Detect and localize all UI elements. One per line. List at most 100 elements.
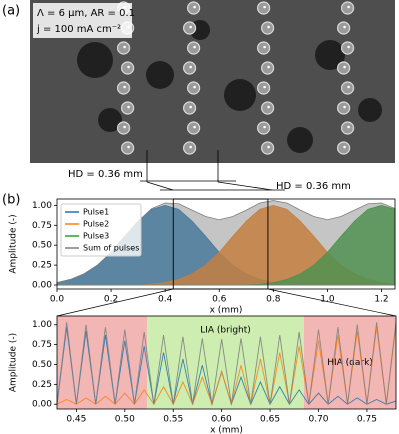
bubble bbox=[120, 141, 135, 155]
bubble-glint bbox=[347, 85, 350, 89]
bubble-glint bbox=[127, 145, 130, 149]
x-tick-label: 0.60 bbox=[212, 415, 232, 425]
bubble bbox=[120, 61, 135, 75]
zoom-connector bbox=[56, 288, 174, 317]
y-tick-label: 0.75 bbox=[32, 221, 52, 231]
bubble bbox=[341, 121, 355, 135]
x-axis-label: x (mm) bbox=[210, 426, 243, 434]
bubble-glint bbox=[343, 25, 346, 29]
x-tick-label: 0.4 bbox=[158, 295, 173, 305]
bubble bbox=[187, 1, 201, 15]
x-tick-label: 0.65 bbox=[260, 415, 280, 425]
x-tick-label: 0.50 bbox=[115, 415, 135, 425]
bubble bbox=[337, 101, 351, 115]
y-tick-label: 1.00 bbox=[32, 201, 52, 211]
bubble bbox=[187, 41, 201, 55]
bubble bbox=[183, 21, 197, 35]
x-tick-label: 0.0 bbox=[50, 295, 65, 305]
region-label: HIA (dark) bbox=[327, 358, 373, 368]
legend-box bbox=[60, 203, 142, 257]
bubble bbox=[257, 81, 271, 95]
hd-annotation: HD = 0.36 mm bbox=[276, 181, 351, 192]
bubble-glint bbox=[267, 145, 270, 149]
dark-spot bbox=[146, 61, 174, 89]
annotation-box bbox=[33, 3, 132, 38]
bracket-line bbox=[146, 181, 174, 191]
bubble-glint bbox=[263, 45, 266, 49]
y-axis-label: Amplitude (-) bbox=[9, 333, 19, 392]
hd-annotation: HD = 0.36 mm bbox=[68, 169, 143, 180]
region-label: LIA (bright) bbox=[200, 326, 251, 336]
bubble bbox=[116, 121, 131, 135]
bubble bbox=[261, 21, 275, 35]
bubble bbox=[261, 61, 275, 75]
bubble-glint bbox=[123, 125, 126, 129]
bubble bbox=[257, 121, 271, 135]
x-tick-label: 1.0 bbox=[320, 295, 335, 305]
x-tick-label: 0.2 bbox=[104, 295, 118, 305]
bubble bbox=[341, 41, 355, 55]
y-tick-label: 0.00 bbox=[32, 281, 52, 291]
dark-spot bbox=[224, 79, 256, 111]
bubble-glint bbox=[263, 125, 266, 129]
panel-label: (b) bbox=[2, 193, 20, 208]
bubble bbox=[261, 141, 275, 155]
annotation: Λ = 6 μm, AR = 0.1 bbox=[37, 8, 135, 19]
x-tick-label: 0.8 bbox=[266, 295, 281, 305]
dark-spot bbox=[358, 98, 382, 122]
bubble-glint bbox=[189, 25, 192, 29]
x-tick-label: 0.55 bbox=[163, 415, 183, 425]
bubble-glint bbox=[263, 5, 266, 9]
bubble bbox=[257, 1, 271, 15]
bubble bbox=[337, 141, 351, 155]
x-tick-label: 0.70 bbox=[308, 415, 328, 425]
hd-brackets bbox=[140, 150, 285, 191]
micrograph bbox=[30, 0, 395, 163]
line bbox=[56, 325, 397, 406]
bubble-glint bbox=[127, 65, 130, 69]
bubble bbox=[187, 121, 201, 135]
y-tick-label: 1.00 bbox=[32, 320, 52, 330]
panel-label: (a) bbox=[2, 4, 20, 19]
x-tick-label: 0.75 bbox=[357, 415, 377, 425]
dark-spot bbox=[287, 127, 313, 153]
y-axis-label: Amplitude (-) bbox=[9, 214, 19, 273]
y-tick-label: 0.00 bbox=[32, 400, 52, 410]
bubble bbox=[341, 1, 355, 15]
y-tick-label: 0.50 bbox=[32, 241, 52, 251]
bubble-glint bbox=[263, 85, 266, 89]
bubble-glint bbox=[193, 125, 196, 129]
bubble-glint bbox=[193, 45, 196, 49]
x-tick-label: 0.45 bbox=[66, 415, 86, 425]
bubble-glint bbox=[123, 45, 126, 49]
bubble bbox=[183, 141, 197, 155]
y-tick-label: 0.25 bbox=[32, 380, 52, 390]
bubble bbox=[261, 101, 275, 115]
bubble bbox=[187, 81, 201, 95]
bubble-glint bbox=[347, 125, 350, 129]
x-tick-label: 0.6 bbox=[212, 295, 227, 305]
zoom-box bbox=[172, 198, 269, 290]
zoom-connector bbox=[267, 288, 397, 317]
legend-label: Sum of pulses bbox=[83, 244, 139, 253]
bubble-glint bbox=[347, 45, 350, 49]
bubble-glint bbox=[189, 65, 192, 69]
dark-spot bbox=[98, 108, 122, 132]
bubble bbox=[116, 81, 131, 95]
bubble-glint bbox=[267, 25, 270, 29]
bubble bbox=[337, 61, 351, 75]
line bbox=[56, 322, 397, 405]
bubble-glint bbox=[127, 105, 130, 109]
annotation: j = 100 mA cm⁻² bbox=[36, 24, 121, 35]
bubble-glint bbox=[347, 5, 350, 9]
y-tick-label: 0.25 bbox=[32, 261, 52, 271]
bubble-glint bbox=[193, 85, 196, 89]
bubble bbox=[120, 101, 135, 115]
legend-label: Pulse1 bbox=[83, 208, 109, 217]
bubble bbox=[183, 61, 197, 75]
bubble-glint bbox=[267, 105, 270, 109]
legend-label: Pulse3 bbox=[83, 232, 109, 241]
bubble-glint bbox=[343, 145, 346, 149]
